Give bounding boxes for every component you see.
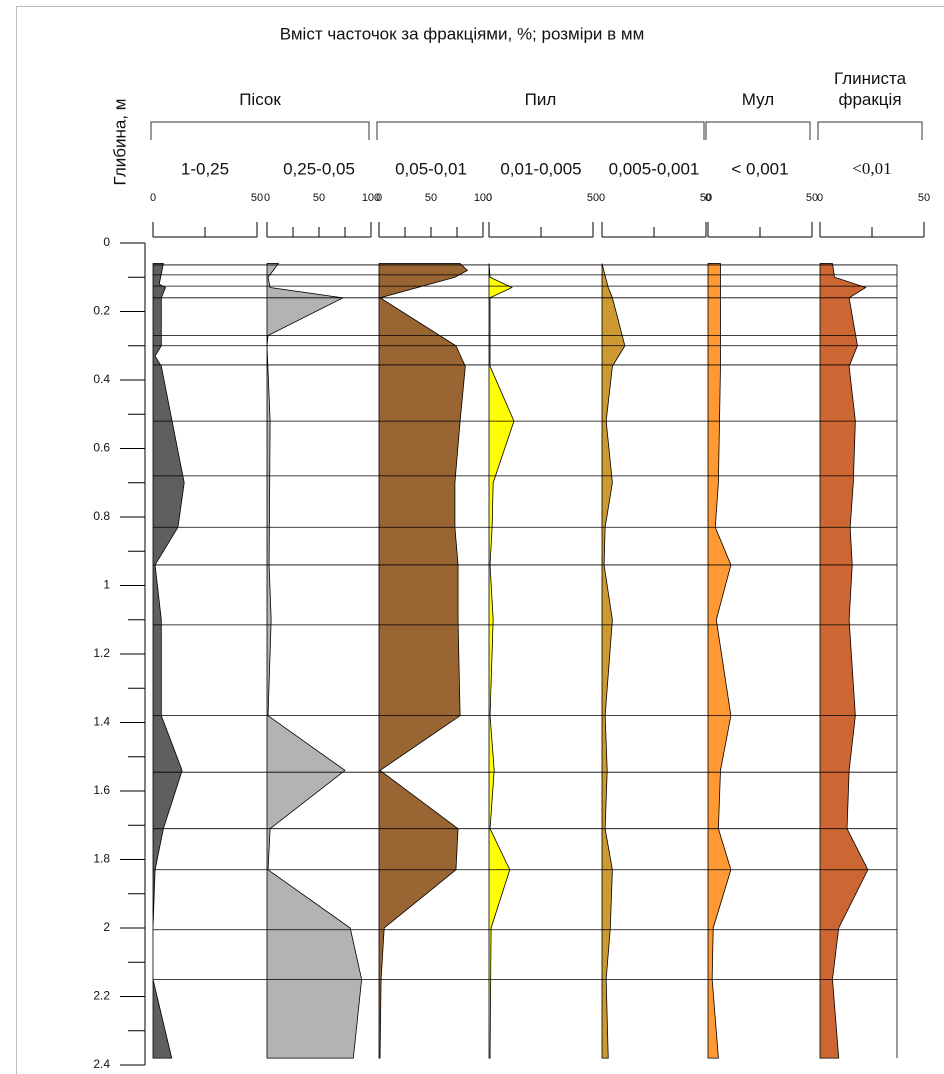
group-label: Глиниста фракція [833,69,907,109]
panel-label: 0,05-0,01 [395,159,467,178]
chart-title: Вміст часточок за фракціями, %; розміри … [280,24,645,43]
y-tick-label: 2.4 [93,1057,110,1071]
panel-label: 0,01-0,005 [500,159,581,178]
y-tick-label: 1.8 [93,852,110,866]
y-tick-label: 0.2 [93,304,110,318]
x-tick-label: 0 [486,192,492,204]
x-tick-label: 0 [150,192,156,204]
group-bracket [376,121,705,140]
group-bracket [150,121,370,140]
profile-area [152,263,185,1059]
panel-label: 0,005-0,001 [609,159,700,178]
group-bracket [817,121,923,140]
x-tick-label: 100 [474,192,492,204]
frame [16,6,944,1074]
profile-area [266,263,363,1059]
y-tick-label: 2 [103,920,110,934]
y-axis-label: Глибина, м [110,99,129,186]
group-label: Пил [524,90,557,109]
profile-area [707,263,732,1059]
profile-area [378,263,469,1059]
x-tick-label: 0 [264,192,270,204]
panel-label: 0,25-0,05 [283,159,355,178]
panel-label: <0,01 [852,159,891,178]
group-label: Пісок [239,90,281,109]
x-tick-label: 50 [806,192,818,204]
x-tick-label: 50 [425,192,437,204]
y-tick-label: 2.2 [93,989,110,1003]
profile-area [488,263,515,1059]
group-label: Мул [741,90,775,109]
y-tick-label: 1.6 [93,783,110,797]
y-tick-label: 0.8 [93,509,110,523]
group-bracket [705,121,811,140]
x-tick-label: 50 [918,192,930,204]
x-tick-label: 50 [587,192,599,204]
x-tick-label: 0 [599,192,605,204]
profile-area [819,263,869,1059]
x-tick-label: 100 [362,192,380,204]
panel-label: 1-0,25 [181,159,229,178]
x-tick-label: 0 [376,192,382,204]
y-tick-label: 1 [103,578,110,592]
y-tick-label: 1.2 [93,646,110,660]
x-tick-label: 50 [700,192,712,204]
panel-label: < 0,001 [731,159,788,178]
y-tick-label: 0.6 [93,441,110,455]
x-tick-label: 50 [313,192,325,204]
y-tick-label: 0.4 [93,372,110,386]
y-tick-label: 0 [103,235,110,249]
x-tick-label: 50 [251,192,263,204]
profile-area [601,263,626,1059]
x-tick-label: 0 [817,192,823,204]
x-tick-label: 0 [705,192,711,204]
y-tick-label: 1.4 [93,715,110,729]
